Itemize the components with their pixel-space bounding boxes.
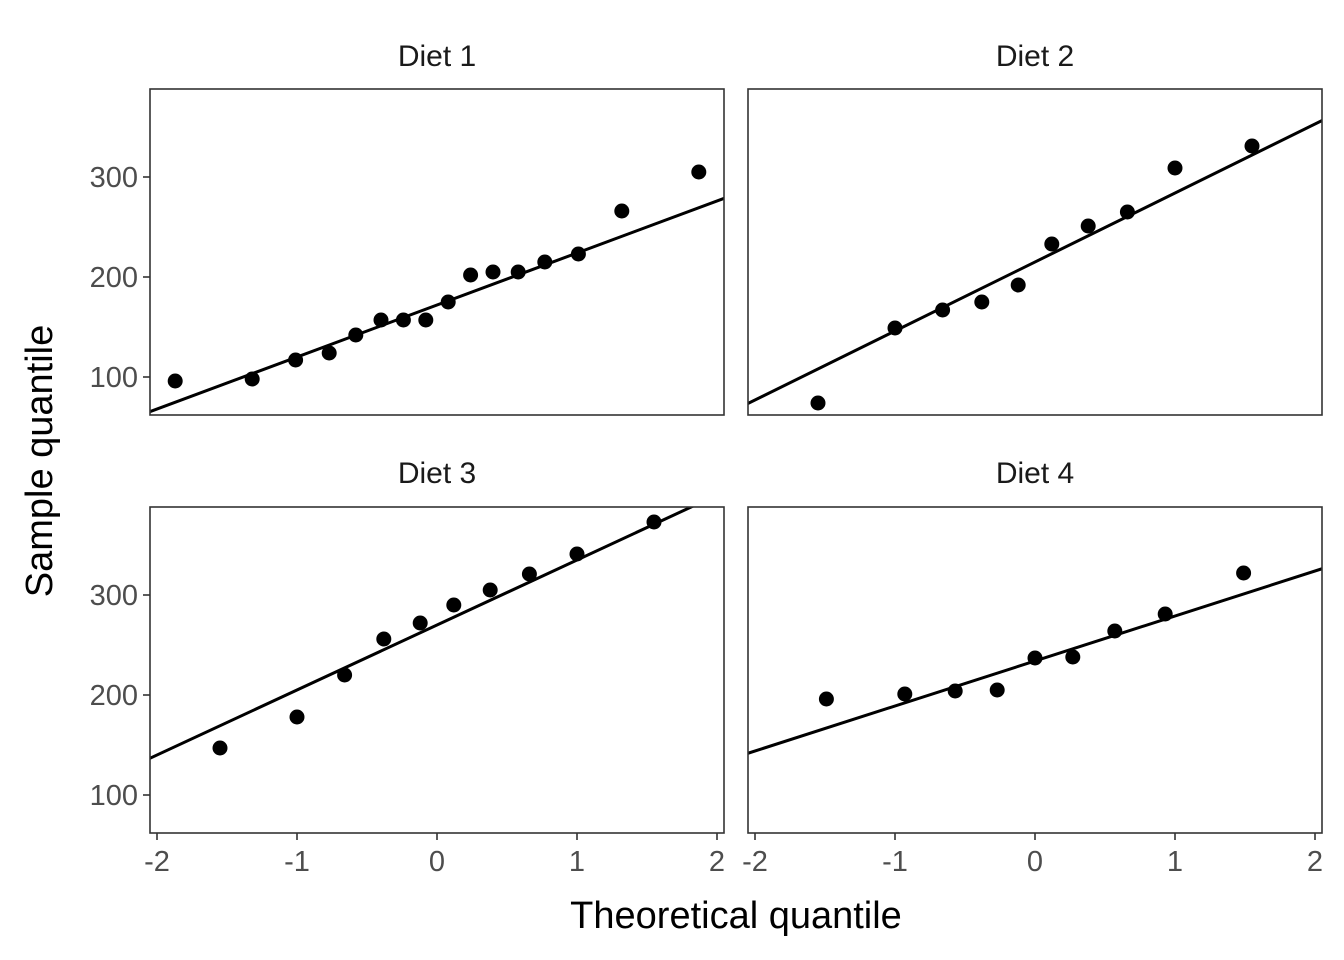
data-point xyxy=(288,352,304,368)
facet-panel-diet-2: Diet 2 xyxy=(747,40,1323,416)
data-point xyxy=(440,294,456,310)
data-point xyxy=(1044,236,1060,252)
data-point xyxy=(289,709,305,725)
data-point xyxy=(244,371,260,387)
x-tick-label: -1 xyxy=(284,846,310,878)
panel-border xyxy=(747,506,1323,834)
data-point xyxy=(691,164,707,180)
y-tick-label: 200 xyxy=(90,680,138,712)
data-point xyxy=(1107,623,1123,639)
data-point xyxy=(1167,160,1183,176)
panel-border xyxy=(149,88,725,416)
x-tick-label: 0 xyxy=(1027,846,1043,878)
data-point xyxy=(646,514,662,530)
data-point xyxy=(614,203,630,219)
data-point xyxy=(1080,218,1096,234)
x-axis-left-column: -2 -1 0 1 2 xyxy=(144,833,725,878)
y-tick-label: 300 xyxy=(90,580,138,612)
data-point xyxy=(947,683,963,699)
x-tick-label: 0 xyxy=(429,846,445,878)
data-point xyxy=(373,312,389,328)
data-point xyxy=(412,615,428,631)
x-tick-label: 2 xyxy=(1307,846,1323,878)
data-point xyxy=(989,682,1005,698)
data-point xyxy=(446,597,462,613)
facet-title: Diet 1 xyxy=(398,40,476,73)
x-tick-label: -2 xyxy=(144,846,170,878)
x-axis-title: Theoretical quantile xyxy=(570,895,902,937)
panel-border xyxy=(747,88,1323,416)
data-point xyxy=(569,546,585,562)
data-point xyxy=(1157,606,1173,622)
x-axis-right-column: -2 -1 0 1 2 xyxy=(742,833,1323,878)
data-point xyxy=(167,373,183,389)
data-point xyxy=(974,294,990,310)
data-point xyxy=(897,686,913,702)
facet-panel-diet-4: Diet 4 xyxy=(747,457,1323,834)
x-tick-label: 2 xyxy=(709,846,725,878)
data-point xyxy=(510,264,526,280)
data-point xyxy=(1236,565,1252,581)
y-axis-bottom-row: 100 200 300 xyxy=(90,580,150,812)
data-point xyxy=(818,691,834,707)
qq-reference-line xyxy=(150,507,695,760)
qq-reference-line xyxy=(150,196,724,414)
x-tick-label: -1 xyxy=(882,846,908,878)
data-point xyxy=(1119,204,1135,220)
panel-border xyxy=(149,506,725,834)
data-point xyxy=(1027,650,1043,666)
facet-title: Diet 3 xyxy=(398,457,476,490)
x-tick-label: -2 xyxy=(742,846,768,878)
data-point xyxy=(887,320,903,336)
y-axis-title: Sample quantile xyxy=(19,325,61,598)
data-point xyxy=(537,254,553,270)
facet-title: Diet 2 xyxy=(996,40,1074,73)
facet-panel-diet-3: Diet 3 xyxy=(149,457,725,834)
data-point xyxy=(935,302,951,318)
data-point xyxy=(463,267,479,283)
y-tick-label: 100 xyxy=(90,780,138,812)
data-point xyxy=(1065,649,1081,665)
data-point xyxy=(1244,138,1260,154)
facet-title: Diet 4 xyxy=(996,457,1074,490)
y-tick-label: 100 xyxy=(90,362,138,394)
data-point xyxy=(376,631,392,647)
data-point xyxy=(321,345,337,361)
y-tick-label: 300 xyxy=(90,162,138,194)
data-point xyxy=(570,246,586,262)
data-point xyxy=(482,582,498,598)
data-point xyxy=(337,667,353,683)
data-point xyxy=(348,327,364,343)
facet-panel-diet-1: Diet 1 xyxy=(149,40,725,416)
y-tick-label: 200 xyxy=(90,262,138,294)
y-axis-top-row: 100 200 300 xyxy=(90,162,150,394)
qq-reference-line xyxy=(748,118,1322,406)
data-point xyxy=(521,566,537,582)
data-point xyxy=(212,740,228,756)
data-point xyxy=(418,312,434,328)
data-point xyxy=(485,264,501,280)
data-point xyxy=(395,312,411,328)
x-tick-label: 1 xyxy=(569,846,585,878)
data-point xyxy=(1010,277,1026,293)
data-point xyxy=(810,395,826,411)
x-tick-label: 1 xyxy=(1167,846,1183,878)
